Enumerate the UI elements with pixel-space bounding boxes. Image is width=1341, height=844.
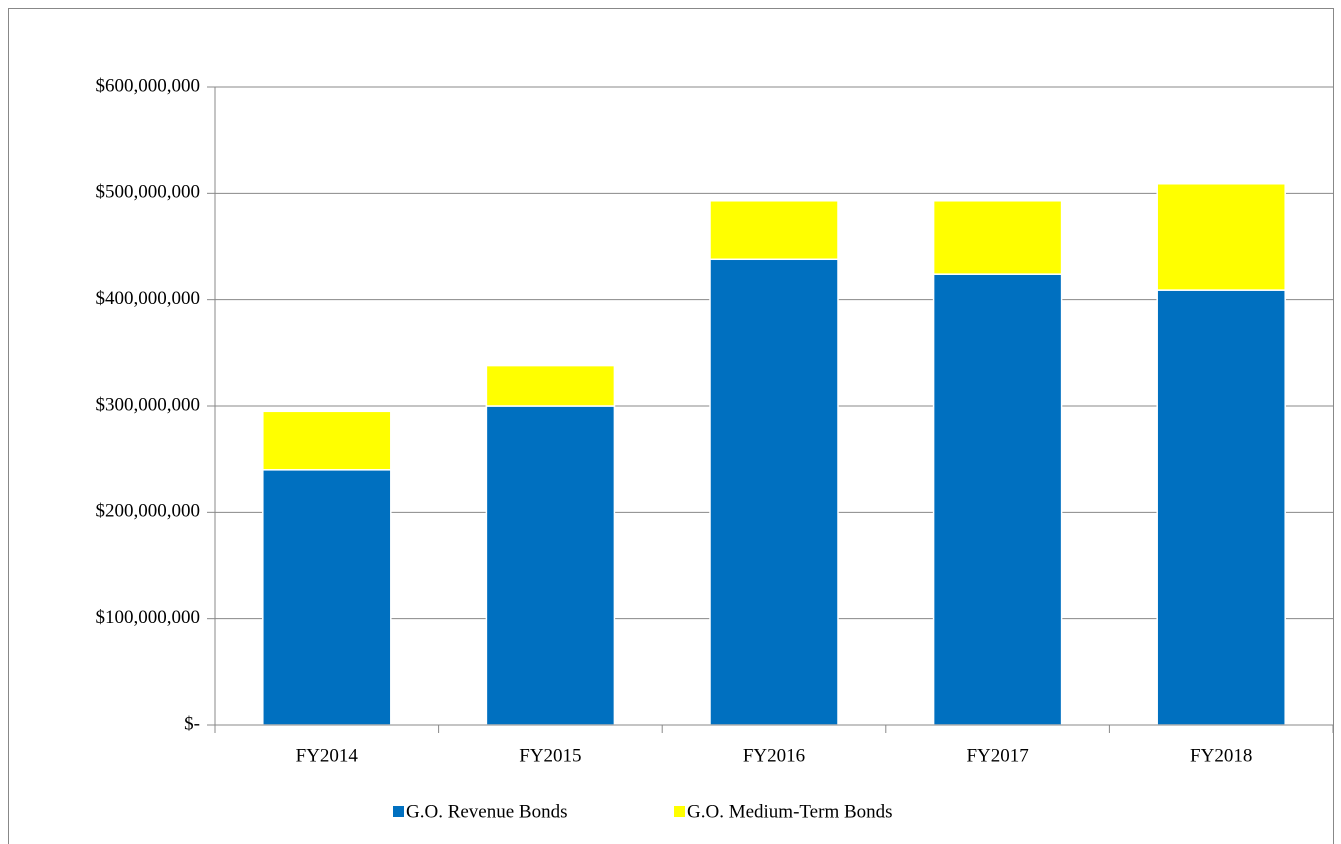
bar-segment bbox=[262, 410, 392, 471]
y-tick-label: $600,000,000 bbox=[96, 75, 201, 96]
bar-segment bbox=[709, 258, 839, 726]
x-tick-label: FY2014 bbox=[296, 745, 359, 766]
legend-swatch bbox=[393, 806, 404, 817]
y-tick-label: $- bbox=[184, 713, 200, 734]
legend-label: G.O. Revenue Bonds bbox=[406, 801, 567, 822]
bar-segment bbox=[932, 273, 1063, 726]
bar-segment bbox=[262, 469, 392, 726]
y-tick-label: $100,000,000 bbox=[96, 607, 201, 628]
y-tick-label: $300,000,000 bbox=[96, 394, 201, 415]
chart-frame bbox=[8, 8, 1334, 844]
x-tick-label: FY2017 bbox=[966, 745, 1028, 766]
bar-segment bbox=[485, 405, 616, 726]
bar-segment bbox=[1156, 183, 1286, 291]
legend-swatch bbox=[674, 806, 685, 817]
bar-segment bbox=[1156, 289, 1286, 726]
y-tick-label: $500,000,000 bbox=[96, 182, 201, 203]
bar-segment bbox=[709, 200, 839, 261]
x-tick-label: FY2016 bbox=[743, 745, 805, 766]
bar-segment bbox=[932, 200, 1063, 275]
x-tick-label: FY2015 bbox=[519, 745, 581, 766]
bar-segment bbox=[485, 364, 616, 407]
legend-label: G.O. Medium-Term Bonds bbox=[687, 801, 893, 822]
x-tick-label: FY2018 bbox=[1190, 745, 1252, 766]
y-tick-label: $400,000,000 bbox=[96, 288, 201, 309]
y-tick-label: $200,000,000 bbox=[96, 501, 201, 522]
